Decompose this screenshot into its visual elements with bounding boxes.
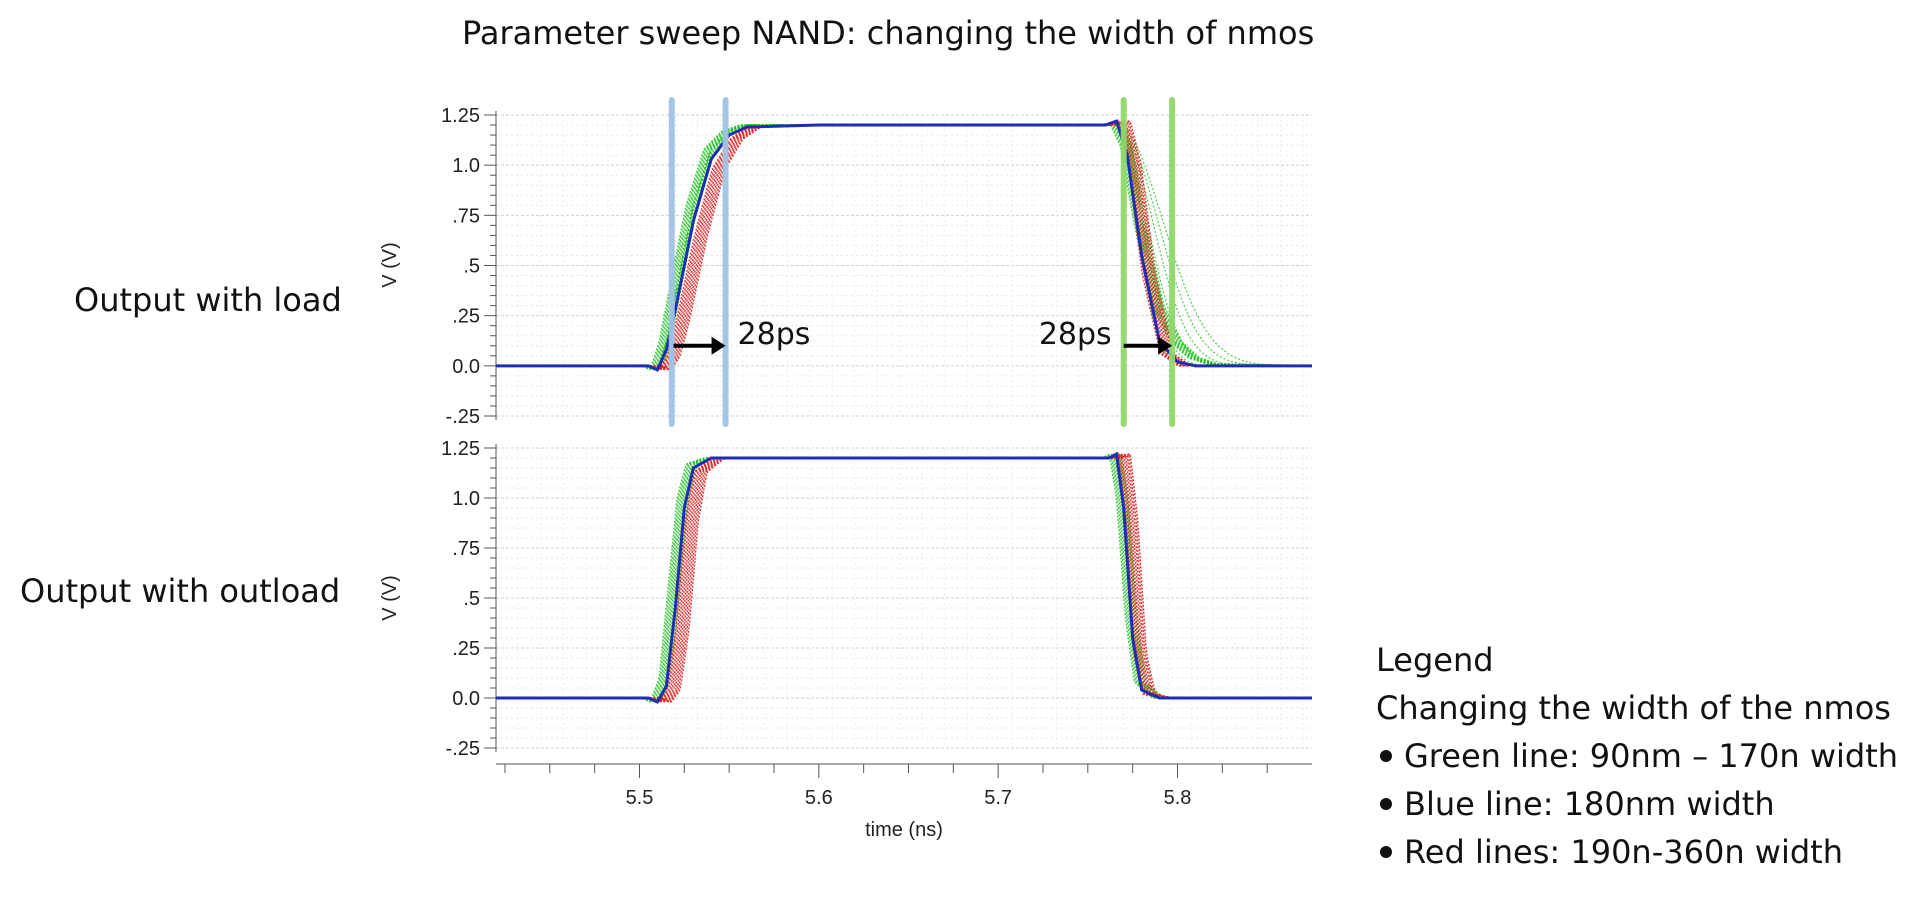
series-red-line xyxy=(496,452,1311,703)
series-green-line xyxy=(496,453,1311,703)
bullet-icon xyxy=(1380,798,1392,810)
y-tick-label: .5 xyxy=(463,588,480,610)
series-blue-line xyxy=(496,119,1312,372)
series-red-line xyxy=(496,120,1311,371)
legend-item-red: Red lines: 190n-360n width xyxy=(1376,828,1898,876)
y-tick-label: 1.25 xyxy=(441,438,480,460)
series-green-line xyxy=(496,453,1311,703)
waveform-series-group xyxy=(496,119,1312,372)
series-red-line xyxy=(496,452,1311,703)
top-plot-panel: 1.25 1.0 .75 .5 .25 0.0 -.25 V (V) 28ps 28ps xyxy=(379,97,1312,428)
x-tick-label: 5.5 xyxy=(626,787,654,809)
series-green-line xyxy=(496,122,1311,371)
series-red-line xyxy=(496,120,1311,371)
x-tick-label: 5.7 xyxy=(984,787,1012,809)
x-axis-label: time (ns) xyxy=(865,819,943,841)
row-label-output-with-load: Output with load xyxy=(74,281,342,319)
series-red-line xyxy=(496,453,1311,703)
y-axis-label: V (V) xyxy=(379,242,401,288)
bottom-plot-panel: 1.25 1.0 .75 .5 .25 0.0 -.25 V (V) 5.5 5.6 5.7 5.8 t… xyxy=(379,438,1312,841)
series-green-line xyxy=(496,122,1311,371)
series-red-line xyxy=(496,120,1311,371)
grid xyxy=(495,114,1312,417)
series-red-line xyxy=(496,120,1311,371)
series-green-line xyxy=(496,122,1311,371)
y-tick-label: .25 xyxy=(452,306,480,328)
series-red-line xyxy=(496,120,1311,371)
legend-subheading: Changing the width of the nmos xyxy=(1376,689,1891,727)
y-tick-label: 1.25 xyxy=(441,105,480,127)
bullet-icon xyxy=(1380,846,1392,858)
series-green-line xyxy=(496,122,1311,371)
x-tick-label: 5.6 xyxy=(805,787,833,809)
y-tick-label: .25 xyxy=(452,638,480,660)
series-green-line xyxy=(496,453,1311,703)
series-green-line xyxy=(496,122,1311,371)
series-green-line xyxy=(496,122,1311,371)
series-red-line xyxy=(496,120,1311,371)
series-red-line xyxy=(496,120,1311,371)
y-tick-label: -.25 xyxy=(446,406,480,428)
series-green-line xyxy=(496,122,1311,371)
y-axis-label: V (V) xyxy=(379,575,401,621)
arrow-head-icon xyxy=(711,336,726,355)
series-green-line xyxy=(496,122,1311,371)
series-red-line xyxy=(496,120,1311,371)
series-red-line xyxy=(496,453,1311,703)
series-green-line xyxy=(496,122,1311,371)
series-green-line xyxy=(496,453,1311,703)
series-green-line xyxy=(496,453,1311,703)
series-green-line xyxy=(496,122,1311,371)
series-green-line xyxy=(496,453,1311,703)
y-tick-label: 0.0 xyxy=(452,688,480,710)
legend-item-label: Green line: 90nm – 170n width xyxy=(1404,737,1899,775)
series-red-line xyxy=(496,453,1311,703)
series-green-line xyxy=(496,122,1311,371)
x-tick-label: 5.8 xyxy=(1164,787,1192,809)
delay-annotation-label: 28ps xyxy=(738,317,811,352)
series-green-line xyxy=(496,453,1311,703)
chart-title: Parameter sweep NAND: changing the width… xyxy=(462,14,1315,52)
series-blue-line xyxy=(496,451,1312,704)
series-green-line xyxy=(496,122,1311,371)
y-tick-label: .5 xyxy=(463,256,480,278)
series-green-line xyxy=(496,453,1311,703)
series-red-line xyxy=(496,453,1311,703)
series-red-line xyxy=(496,120,1311,371)
y-tick-label: .75 xyxy=(452,538,480,560)
bullet-icon xyxy=(1380,750,1392,762)
grid xyxy=(495,447,1312,749)
legend-item-blue: Blue line: 180nm width xyxy=(1376,780,1898,828)
y-tick-label: 1.0 xyxy=(452,155,480,177)
legend-item-green: Green line: 90nm – 170n width xyxy=(1376,732,1898,780)
series-red-line xyxy=(496,453,1311,703)
legend: Legend Changing the width of the nmos Gr… xyxy=(1376,636,1898,876)
series-red-line xyxy=(496,453,1311,703)
y-tick-label: 1.0 xyxy=(452,488,480,510)
series-green-line xyxy=(496,122,1311,371)
y-tick-label: .75 xyxy=(452,205,480,227)
y-tick-label: -.25 xyxy=(446,738,480,760)
series-green-line xyxy=(496,122,1311,371)
waveform-series-group xyxy=(496,451,1312,704)
series-red-line xyxy=(496,452,1311,703)
legend-heading: Legend xyxy=(1376,641,1494,679)
delay-annotation-label: 28ps xyxy=(1039,317,1112,352)
legend-item-label: Blue line: 180nm width xyxy=(1404,785,1775,823)
series-green-line xyxy=(496,122,1311,371)
series-green-line xyxy=(496,453,1311,703)
arrow-head-icon xyxy=(1158,336,1173,355)
y-tick-label: 0.0 xyxy=(452,356,480,378)
row-label-output-with-outload: Output with outload xyxy=(20,572,341,610)
legend-item-label: Red lines: 190n-360n width xyxy=(1404,833,1843,871)
